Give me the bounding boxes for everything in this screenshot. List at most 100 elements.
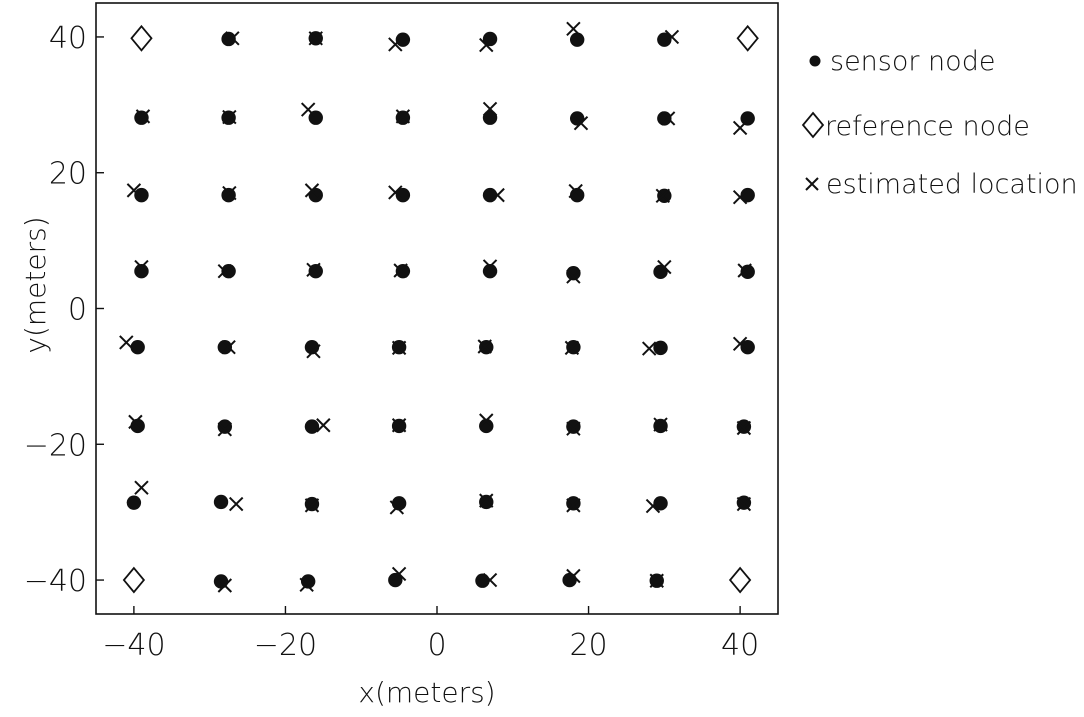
sensor-node-point — [388, 572, 403, 588]
y-tick-label: 20 — [49, 157, 87, 192]
sensor-node-point — [566, 496, 581, 511]
sensor-node-point — [300, 574, 316, 589]
sensor-node-point — [482, 187, 498, 203]
sensor-node-point — [217, 419, 233, 434]
estimated-location-point — [490, 187, 505, 203]
sensor-node-point — [482, 110, 498, 125]
estimated-location-point — [393, 263, 408, 278]
sensor-node-point — [134, 263, 149, 279]
estimated-location-point — [566, 21, 581, 37]
reference-node-point — [736, 24, 759, 52]
x-axis-label: x(meters) — [358, 676, 495, 709]
estimated-location-point — [566, 421, 581, 436]
sensor-node-point — [653, 496, 668, 511]
estimated-location-point — [316, 418, 331, 433]
sensor-node-point — [482, 263, 498, 279]
y-tick-label: 0 — [68, 293, 87, 328]
estimated-location-point — [482, 259, 498, 274]
sensor-node-point — [221, 263, 236, 279]
estimated-location-point — [566, 269, 581, 284]
estimated-location-point — [395, 109, 411, 124]
estimated-location-point — [391, 418, 407, 433]
estimated-location-point — [645, 498, 661, 514]
estimated-location-point — [119, 335, 134, 350]
sensor-node-point — [217, 339, 233, 355]
estimated-location-point — [732, 120, 748, 136]
x-tick-label: −40 — [102, 628, 165, 663]
estimated-location-point — [641, 341, 657, 356]
estimated-location-point — [217, 263, 233, 279]
estimated-location-point — [299, 577, 314, 593]
sensor-node-point — [740, 264, 755, 280]
sensor-node-point — [395, 187, 411, 203]
estimated-location-point — [134, 259, 149, 275]
sensor-node-point — [569, 32, 585, 47]
estimated-location-point — [655, 188, 671, 204]
axis-ticks: −40 −20 0 20 40 −40 −20 0 20 40 — [24, 21, 760, 663]
x-tick-label: 20 — [569, 628, 607, 663]
estimated-location-point — [388, 37, 403, 52]
estimated-location-point — [308, 31, 323, 46]
estimated-location-point — [479, 493, 494, 508]
x-tick-label: 40 — [721, 628, 759, 663]
sensor-node-point — [740, 111, 755, 126]
estimated-location-point — [306, 344, 321, 359]
legend-sensor-label: sensor node — [830, 46, 995, 77]
y-tick-label: −20 — [24, 428, 87, 463]
sensor-node-point — [304, 339, 320, 355]
estimated-location-point — [134, 480, 149, 495]
sensor-node-point — [479, 418, 494, 434]
estimated-location-point — [217, 422, 233, 437]
legend-reference-marker — [801, 111, 825, 139]
estimated-location-point — [300, 102, 316, 117]
estimated-location-point — [389, 500, 405, 515]
estimated-location-point — [388, 185, 403, 200]
y-axis-label: y(meters) — [19, 216, 52, 353]
estimated-location-point — [304, 498, 320, 513]
estimated-location-point — [482, 572, 498, 588]
estimated-location-point — [573, 115, 589, 131]
estimated-location-point — [649, 573, 664, 588]
estimated-location-point — [217, 578, 233, 593]
sensor-node-point — [657, 32, 672, 47]
estimated-location-point — [479, 37, 494, 53]
sensor-node-point — [566, 265, 581, 281]
sensor-node-point — [475, 573, 490, 588]
estimated-location-point — [566, 498, 581, 513]
estimated-location-point — [479, 413, 494, 428]
sensor-node-point — [566, 419, 581, 434]
estimated-location-point — [222, 109, 237, 125]
sensor-node-point — [482, 31, 498, 47]
estimated-location-point — [568, 183, 583, 199]
legend-reference-label: reference node — [825, 111, 1030, 142]
y-tick-label: 40 — [49, 21, 87, 56]
estimated-location-point — [653, 417, 668, 432]
estimated-location-point — [657, 259, 672, 275]
estimated-location-point — [304, 183, 320, 198]
estimated-location-point — [222, 185, 237, 201]
sensor-node-point — [569, 187, 585, 203]
estimated-location-point — [737, 263, 752, 278]
estimated-location-point — [135, 109, 151, 124]
legend: sensor node reference node estimated loc… — [801, 46, 1078, 200]
sensor-node-point — [653, 340, 668, 356]
x-tick-label: −20 — [254, 628, 317, 663]
estimated-location-point — [564, 340, 580, 356]
estimated-location-point — [221, 339, 236, 355]
estimated-location-point — [664, 29, 680, 45]
legend-sensor-marker — [809, 55, 821, 67]
y-tick-label: −40 — [24, 564, 87, 599]
sensor-node-point — [395, 32, 411, 47]
estimated-location-point — [477, 339, 492, 354]
sensor-node-point — [657, 111, 672, 126]
estimated-location-point — [736, 420, 752, 436]
sensor-node-point — [657, 188, 672, 204]
reference-node-point — [130, 24, 153, 52]
data-marks — [119, 21, 759, 594]
reference-node-point — [122, 566, 146, 594]
estimated-location-point — [391, 566, 407, 582]
estimated-location-point — [566, 568, 581, 584]
sensor-node-point — [221, 31, 236, 47]
estimated-location-point — [306, 262, 321, 278]
estimated-location-point — [732, 189, 748, 205]
